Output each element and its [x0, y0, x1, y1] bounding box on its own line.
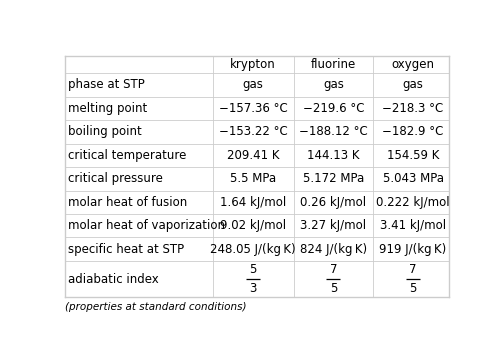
- Text: 0.222 kJ/mol: 0.222 kJ/mol: [376, 196, 450, 209]
- Text: 919 J/(kg K): 919 J/(kg K): [379, 243, 447, 256]
- Text: molar heat of fusion: molar heat of fusion: [69, 196, 188, 209]
- Text: 5: 5: [330, 282, 337, 295]
- Text: gas: gas: [403, 78, 423, 91]
- Text: fluorine: fluorine: [311, 58, 356, 71]
- Text: 3: 3: [249, 282, 257, 295]
- Text: 5.043 MPa: 5.043 MPa: [383, 172, 443, 185]
- Text: 7: 7: [330, 263, 337, 276]
- Text: 1.64 kJ/mol: 1.64 kJ/mol: [220, 196, 286, 209]
- Text: 248.05 J/(kg K): 248.05 J/(kg K): [210, 243, 296, 256]
- Text: 9.02 kJ/mol: 9.02 kJ/mol: [220, 219, 286, 232]
- Text: 3.27 kJ/mol: 3.27 kJ/mol: [301, 219, 367, 232]
- Text: 209.41 K: 209.41 K: [227, 149, 280, 162]
- Text: gas: gas: [242, 78, 264, 91]
- Text: 5.5 MPa: 5.5 MPa: [230, 172, 276, 185]
- Text: 7: 7: [409, 263, 417, 276]
- Text: −157.36 °C: −157.36 °C: [219, 102, 288, 115]
- Text: 5.172 MPa: 5.172 MPa: [303, 172, 364, 185]
- Text: critical temperature: critical temperature: [69, 149, 187, 162]
- Text: 0.26 kJ/mol: 0.26 kJ/mol: [301, 196, 367, 209]
- Text: 144.13 K: 144.13 K: [307, 149, 360, 162]
- Text: adiabatic index: adiabatic index: [69, 273, 159, 286]
- Text: −182.9 °C: −182.9 °C: [382, 125, 444, 138]
- Text: (properties at standard conditions): (properties at standard conditions): [65, 301, 246, 312]
- Text: −188.12 °C: −188.12 °C: [299, 125, 368, 138]
- Text: 5: 5: [409, 282, 417, 295]
- Text: 824 J/(kg K): 824 J/(kg K): [300, 243, 367, 256]
- Text: gas: gas: [323, 78, 344, 91]
- Text: 5: 5: [249, 263, 257, 276]
- Text: specific heat at STP: specific heat at STP: [69, 243, 184, 256]
- Text: −218.3 °C: −218.3 °C: [382, 102, 444, 115]
- Text: melting point: melting point: [69, 102, 148, 115]
- Text: molar heat of vaporization: molar heat of vaporization: [69, 219, 225, 232]
- Text: phase at STP: phase at STP: [69, 78, 145, 91]
- Text: critical pressure: critical pressure: [69, 172, 163, 185]
- Text: 154.59 K: 154.59 K: [387, 149, 439, 162]
- Text: −219.6 °C: −219.6 °C: [303, 102, 364, 115]
- Text: 3.41 kJ/mol: 3.41 kJ/mol: [380, 219, 446, 232]
- Text: oxygen: oxygen: [392, 58, 434, 71]
- Text: krypton: krypton: [230, 58, 276, 71]
- Text: −153.22 °C: −153.22 °C: [219, 125, 288, 138]
- Text: boiling point: boiling point: [69, 125, 142, 138]
